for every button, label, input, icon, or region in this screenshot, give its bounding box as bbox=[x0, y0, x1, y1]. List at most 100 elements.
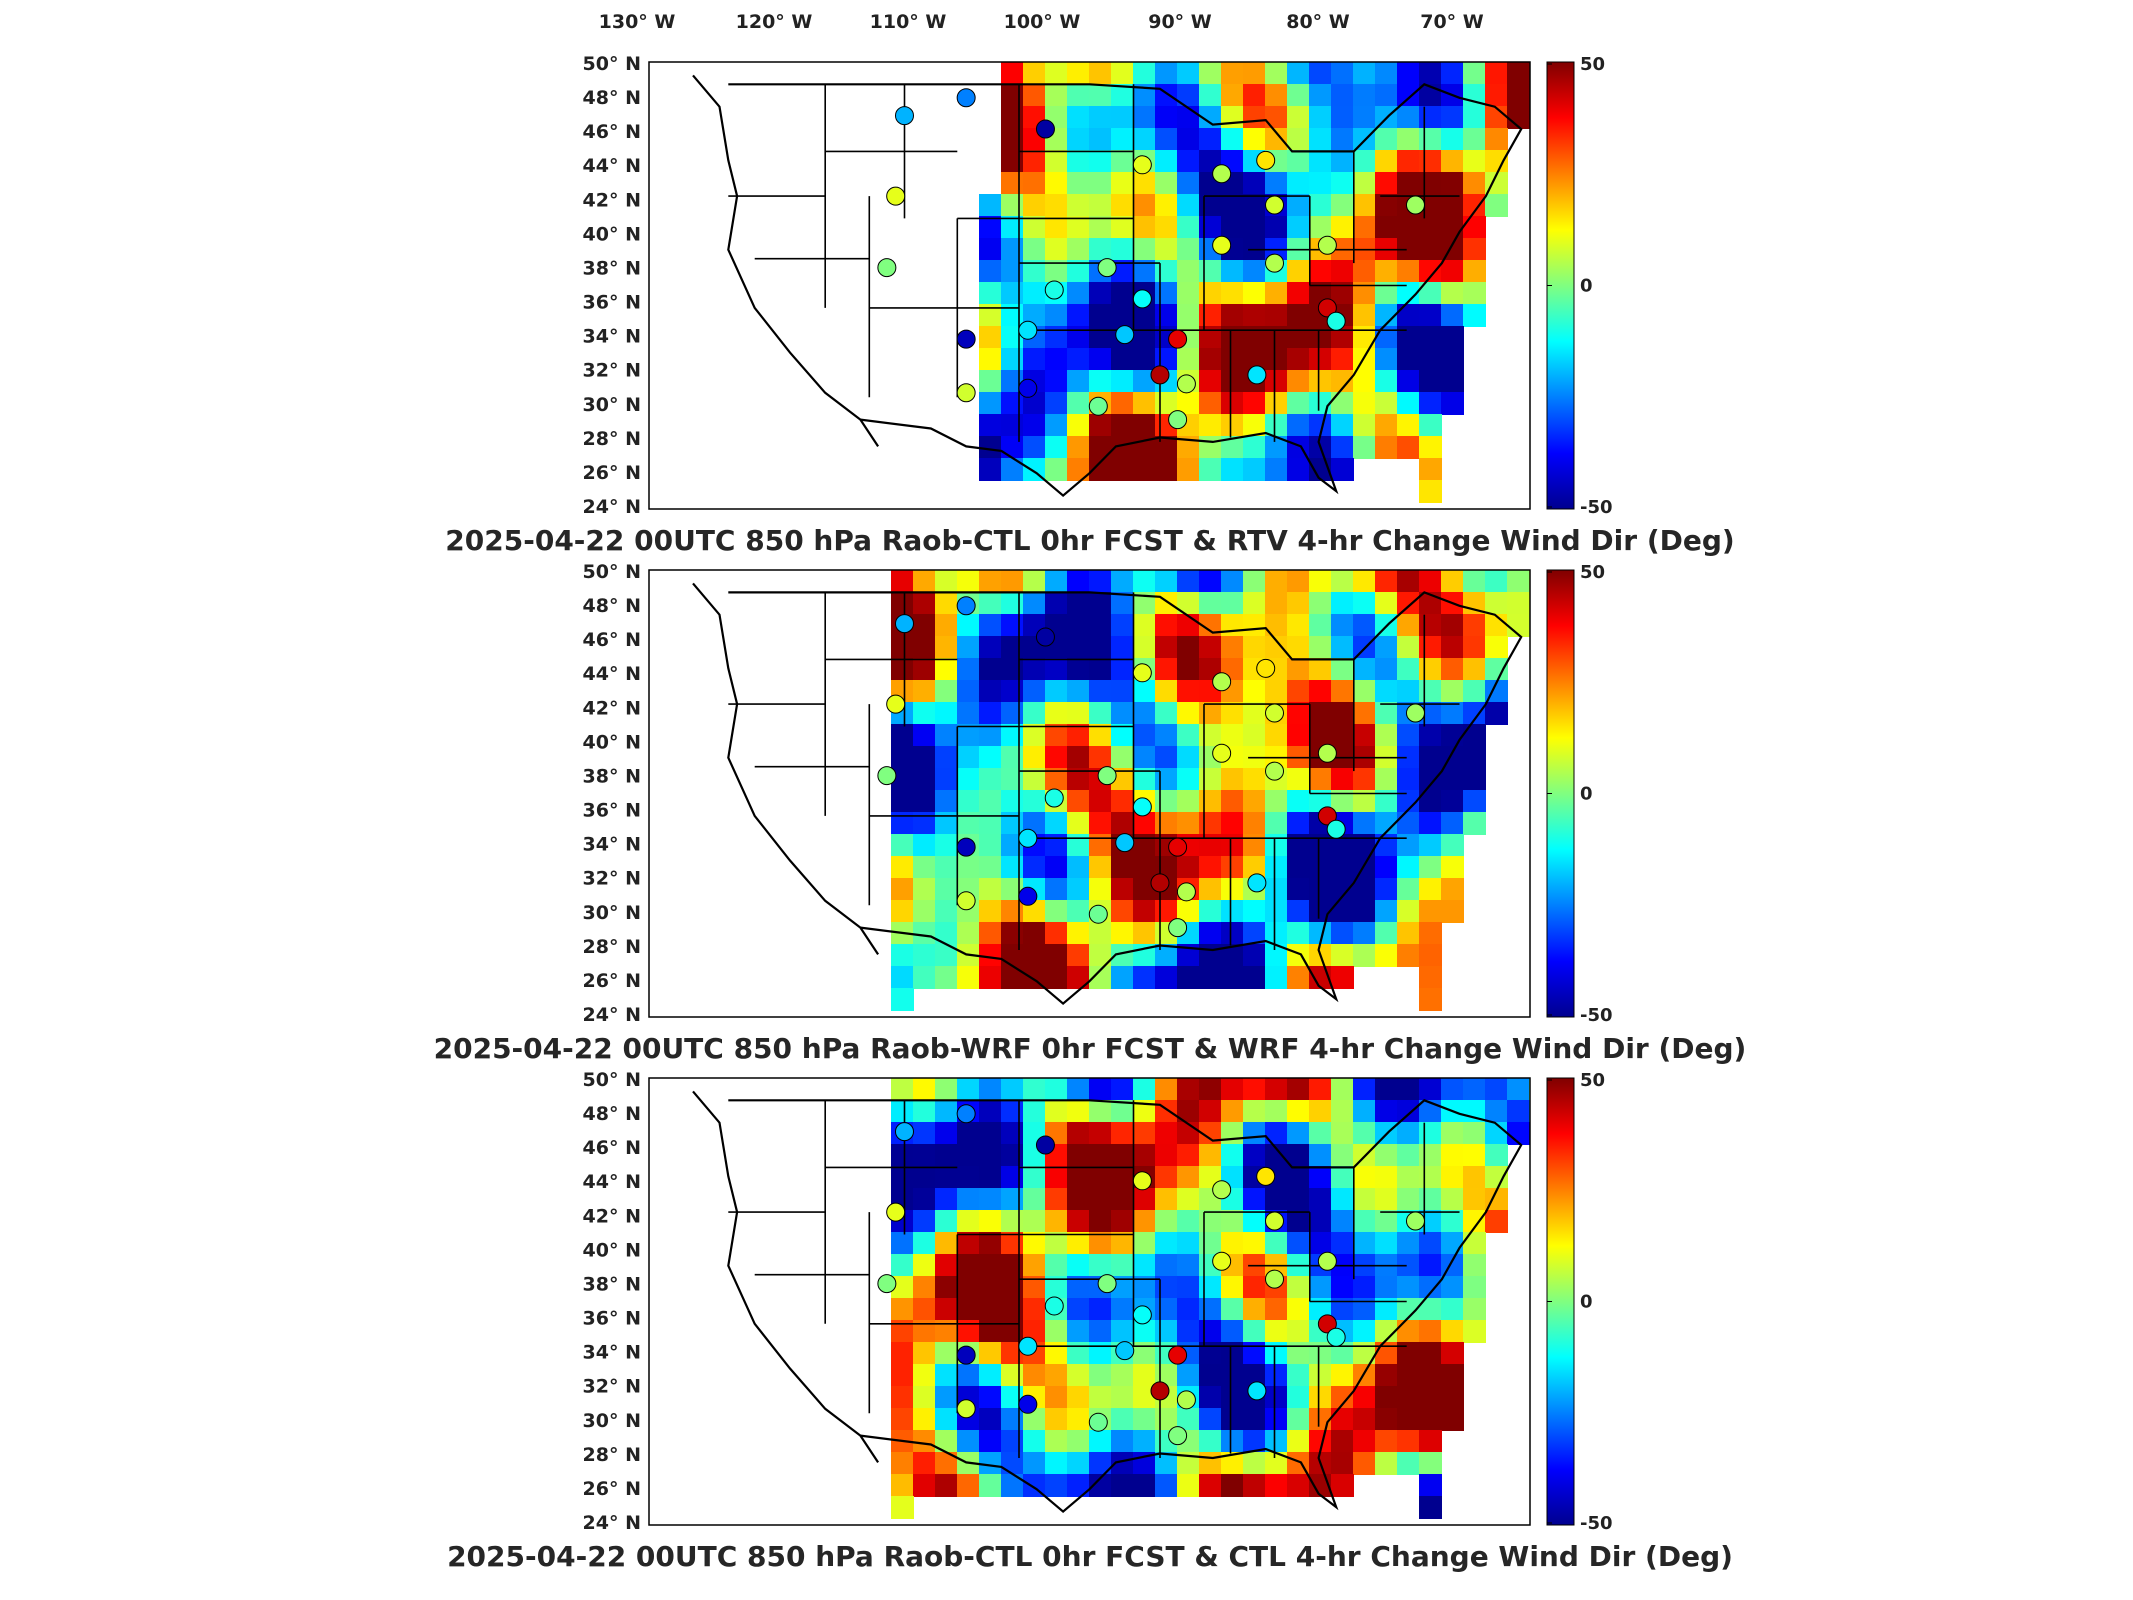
field-cell bbox=[1485, 1210, 1508, 1233]
field-cell bbox=[1243, 1320, 1266, 1343]
field-cell bbox=[1419, 370, 1442, 393]
field-cell bbox=[1309, 106, 1332, 129]
field-cell bbox=[1331, 458, 1354, 481]
field-cell bbox=[1067, 746, 1090, 769]
lat-tick-label: 44° N bbox=[583, 663, 641, 685]
field-cell bbox=[891, 878, 914, 901]
field-cell bbox=[1177, 1166, 1200, 1189]
field-cell bbox=[891, 1232, 914, 1255]
field-cell bbox=[913, 1364, 936, 1387]
colorbar-tick-label: 50 bbox=[1580, 562, 1605, 583]
field-cell bbox=[1089, 304, 1112, 327]
field-cell bbox=[1067, 458, 1090, 481]
field-cell bbox=[1353, 1408, 1376, 1431]
field-cell bbox=[1133, 812, 1156, 835]
field-cell bbox=[1397, 1452, 1420, 1475]
field-cell bbox=[1155, 966, 1178, 989]
field-cell bbox=[1441, 834, 1464, 857]
field-cell bbox=[1221, 392, 1244, 415]
field-cell bbox=[1331, 922, 1354, 945]
field-cell bbox=[913, 1408, 936, 1431]
field-cell bbox=[1397, 812, 1420, 835]
field-cell bbox=[1221, 966, 1244, 989]
field-cell bbox=[891, 658, 914, 681]
raob-station-marker bbox=[1018, 886, 1038, 906]
lat-tick-label: 42° N bbox=[583, 189, 641, 211]
field-cell bbox=[1265, 348, 1288, 371]
field-cell bbox=[1001, 1232, 1024, 1255]
field-cell bbox=[1089, 614, 1112, 637]
raob-station-marker bbox=[1176, 374, 1196, 394]
field-cell bbox=[1265, 1474, 1288, 1497]
field-cell bbox=[1089, 1188, 1112, 1211]
field-cell bbox=[1089, 834, 1112, 857]
field-cell bbox=[957, 658, 980, 681]
field-cell bbox=[891, 768, 914, 791]
field-cell bbox=[1441, 680, 1464, 703]
field-cell bbox=[1001, 436, 1024, 459]
field-cell bbox=[1331, 856, 1354, 879]
field-cell bbox=[1485, 1144, 1508, 1167]
raob-station-marker bbox=[1115, 1341, 1135, 1361]
field-cell bbox=[1089, 790, 1112, 813]
field-cell bbox=[935, 680, 958, 703]
field-cell bbox=[1221, 1122, 1244, 1145]
field-cell bbox=[1375, 1452, 1398, 1475]
field-cell bbox=[1419, 62, 1442, 85]
field-cell bbox=[1045, 922, 1068, 945]
field-cell bbox=[1353, 1232, 1376, 1255]
field-cell bbox=[1133, 1342, 1156, 1365]
field-cell bbox=[1023, 746, 1046, 769]
field-cell bbox=[1265, 856, 1288, 879]
field-cell bbox=[1001, 1210, 1024, 1233]
field-cell bbox=[979, 1254, 1002, 1277]
lat-tick-label: 34° N bbox=[583, 326, 641, 348]
field-cell bbox=[1309, 216, 1332, 239]
field-cell bbox=[1133, 856, 1156, 879]
field-cell bbox=[1419, 570, 1442, 593]
field-cell bbox=[913, 812, 936, 835]
field-cell bbox=[1023, 436, 1046, 459]
field-cell bbox=[1287, 592, 1310, 615]
field-cell bbox=[1287, 1408, 1310, 1431]
field-cell bbox=[1067, 62, 1090, 85]
field-cell bbox=[1441, 62, 1464, 85]
field-cell bbox=[1067, 282, 1090, 305]
field-cell bbox=[1397, 392, 1420, 415]
field-cell bbox=[1023, 592, 1046, 615]
field-cell bbox=[891, 1298, 914, 1321]
field-cell bbox=[979, 1100, 1002, 1123]
map-boundaries bbox=[692, 74, 1523, 498]
field-cell bbox=[1331, 1430, 1354, 1453]
field-cell bbox=[913, 1452, 936, 1475]
field-cell bbox=[1441, 1320, 1464, 1343]
field-cell bbox=[1133, 724, 1156, 747]
coastline bbox=[692, 1090, 880, 1464]
field-cell bbox=[1265, 62, 1288, 85]
field-cell bbox=[1309, 326, 1332, 349]
field-cell bbox=[1089, 1210, 1112, 1233]
lat-tick-label: 40° N bbox=[583, 1239, 641, 1261]
field-cell bbox=[1133, 834, 1156, 857]
field-cell bbox=[957, 1254, 980, 1277]
field-cell bbox=[913, 790, 936, 813]
field-cell bbox=[1067, 1232, 1090, 1255]
raob-station-marker bbox=[1212, 743, 1232, 763]
field-cell bbox=[1419, 878, 1442, 901]
field-cell bbox=[1463, 702, 1486, 725]
field-cell bbox=[1309, 414, 1332, 437]
field-cell bbox=[979, 238, 1002, 261]
field-cell bbox=[1243, 1408, 1266, 1431]
field-cell bbox=[1199, 856, 1222, 879]
field-cell bbox=[1441, 1298, 1464, 1321]
raob-station-marker bbox=[1168, 918, 1188, 938]
field-cell bbox=[1397, 216, 1420, 239]
field-cell bbox=[1309, 680, 1332, 703]
field-cell bbox=[1177, 1408, 1200, 1431]
field-cell bbox=[1353, 1188, 1376, 1211]
field-cell bbox=[935, 1100, 958, 1123]
field-cell bbox=[1375, 658, 1398, 681]
field-cell bbox=[957, 680, 980, 703]
field-cell bbox=[1155, 1144, 1178, 1167]
field-cell bbox=[1199, 966, 1222, 989]
